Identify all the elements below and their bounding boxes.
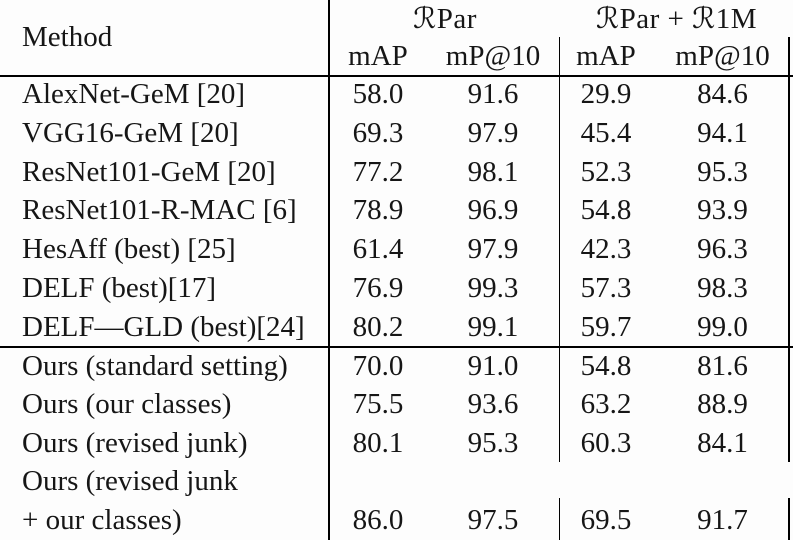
value-cell: 29.9 [580, 77, 632, 110]
group-header-rpar: ℛPar [413, 2, 477, 35]
value-cell: 69.5 [580, 504, 632, 537]
value-cell: 93.6 [467, 388, 519, 421]
value-cell: 96.3 [697, 233, 748, 266]
method-cell: HesAff (best) [25] [22, 233, 236, 266]
value-cell: 84.1 [697, 426, 748, 459]
value-cell: 84.6 [697, 77, 748, 110]
value-cell: 59.7 [580, 310, 632, 343]
subheader-mp10-rpar: mP@10 [445, 40, 541, 72]
value-cell: 86.0 [352, 504, 404, 537]
value-cell: 97.9 [467, 233, 519, 266]
value-cell: 75.5 [352, 388, 404, 421]
value-cell: 98.3 [697, 272, 748, 305]
value-cell: 54.8 [580, 194, 632, 227]
table-right-edge-upper [788, 37, 790, 462]
method-cell: AlexNet-GeM [20] [22, 77, 246, 110]
value-cell: 69.3 [352, 116, 404, 149]
value-cell: 91.7 [697, 504, 748, 537]
method-column-header: Method [22, 21, 113, 53]
method-cell: DELF—GLD (best)[24] [22, 310, 305, 343]
value-cell: 97.9 [467, 116, 519, 149]
method-cell: + our classes) [22, 504, 182, 537]
value-cell: 81.6 [697, 349, 748, 382]
value-cell: 93.9 [697, 194, 748, 227]
value-cell: 52.3 [580, 155, 632, 188]
value-cell: 91.0 [467, 349, 519, 382]
value-cell: 70.0 [352, 349, 404, 382]
value-cell [560, 463, 652, 502]
value-cell: 42.3 [580, 233, 632, 266]
method-cell: Ours (revised junk [22, 465, 238, 498]
value-cell: 95.3 [467, 426, 519, 459]
value-cell [426, 463, 560, 502]
value-cell: 91.6 [467, 77, 519, 110]
value-cell: 58.0 [352, 77, 404, 110]
group-header-rpar-r1m: ℛPar + ℛ1M [595, 2, 758, 35]
value-cell: 80.1 [352, 426, 404, 459]
value-cell: 95.3 [697, 155, 748, 188]
rule-above-ours-section [0, 346, 793, 348]
value-cell: 97.5 [467, 504, 519, 537]
table-right-edge-lower [788, 498, 790, 540]
method-cell: VGG16-GeM [20] [22, 116, 239, 149]
rule-below-header [0, 75, 793, 77]
value-cell: 96.9 [467, 194, 519, 227]
value-cell: 99.3 [467, 272, 519, 305]
value-cell: 80.2 [352, 310, 404, 343]
value-cell: 61.4 [352, 233, 404, 266]
value-cell [652, 463, 793, 502]
method-cell: Ours (standard setting) [22, 349, 288, 382]
method-cell: DELF (best)[17] [22, 272, 217, 305]
value-cell: 63.2 [580, 388, 632, 421]
method-cell: Ours (revised junk) [22, 426, 248, 459]
divider-method-column [328, 0, 330, 540]
method-cell: Ours (our classes) [22, 388, 232, 421]
value-cell: 77.2 [352, 155, 404, 188]
divider-groups-upper [558, 37, 560, 462]
method-cell: ResNet101-GeM [20] [22, 155, 276, 188]
value-cell: 54.8 [580, 349, 632, 382]
value-cell: 98.1 [467, 155, 519, 188]
value-cell: 99.1 [467, 310, 519, 343]
divider-groups-lower [558, 498, 560, 540]
value-cell: 57.3 [580, 272, 632, 305]
value-cell [330, 463, 426, 502]
subheader-map-r1m: mAP [576, 40, 636, 72]
value-cell: 45.4 [580, 116, 632, 149]
value-cell: 88.9 [697, 388, 748, 421]
subheader-map-rpar: mAP [348, 40, 408, 72]
value-cell: 76.9 [352, 272, 404, 305]
method-cell: ResNet101-R-MAC [6] [22, 194, 297, 227]
subheader-mp10-r1m: mP@10 [675, 40, 770, 72]
value-cell: 78.9 [352, 194, 404, 227]
value-cell: 99.0 [697, 310, 748, 343]
value-cell: 94.1 [697, 116, 748, 149]
value-cell: 60.3 [580, 426, 632, 459]
